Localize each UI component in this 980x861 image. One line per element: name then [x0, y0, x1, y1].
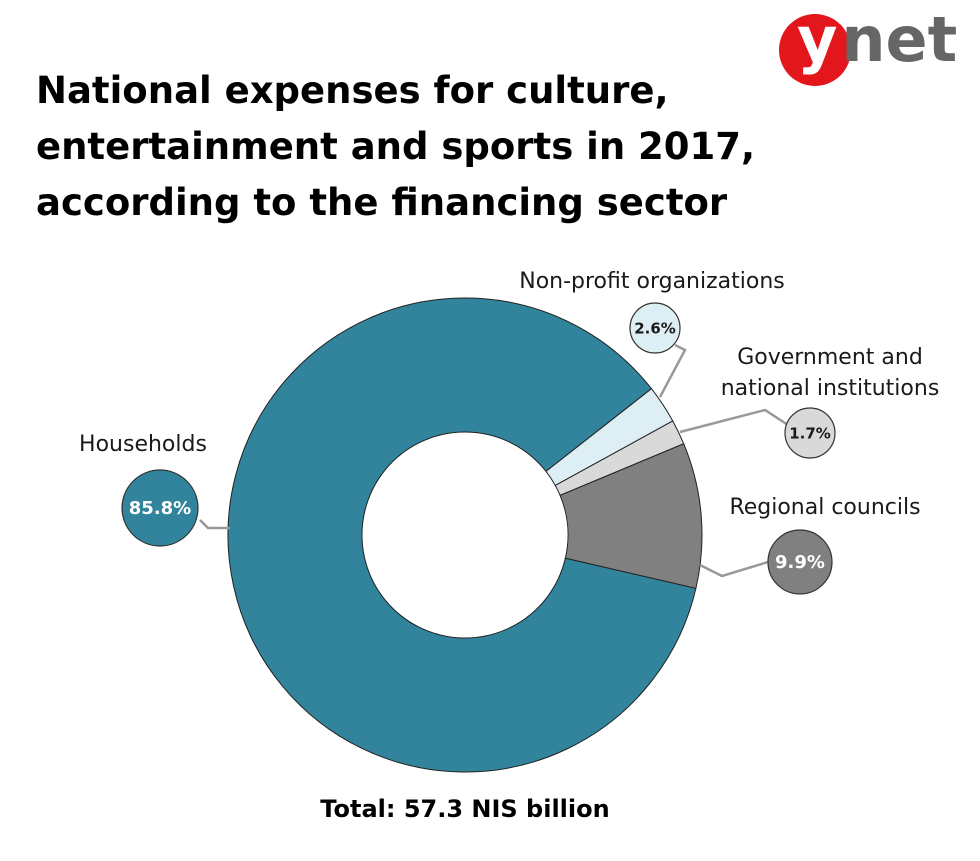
- logo: ynet: [779, 3, 957, 86]
- category-label: Government and national institutions: [721, 345, 940, 401]
- value-bubble: [784, 407, 836, 459]
- category-label: Households: [79, 432, 207, 457]
- value-label: 2.6%: [634, 320, 676, 338]
- leader-line: [658, 343, 687, 398]
- value-label: 85.8%: [129, 498, 191, 519]
- value-label: 9.9%: [775, 552, 825, 573]
- category-label: Regional councils: [729, 495, 920, 520]
- value-bubble: [767, 529, 833, 595]
- category-label: Non-profit organizations: [519, 269, 785, 294]
- donut-slice: [227, 297, 697, 773]
- leader-line: [199, 519, 230, 530]
- total-label: Total: 57.3 NIS billion: [320, 795, 609, 823]
- logo-text: ynet: [797, 3, 957, 76]
- chart-title: National expenses for culture, entertainm…: [36, 69, 755, 224]
- logo-circle: [779, 14, 851, 86]
- leader-line: [699, 560, 769, 578]
- value-label: 1.7%: [789, 425, 831, 443]
- donut-slice: [559, 443, 703, 589]
- value-bubble: [629, 302, 681, 354]
- leader-line: [679, 408, 789, 434]
- value-bubble: [121, 469, 199, 547]
